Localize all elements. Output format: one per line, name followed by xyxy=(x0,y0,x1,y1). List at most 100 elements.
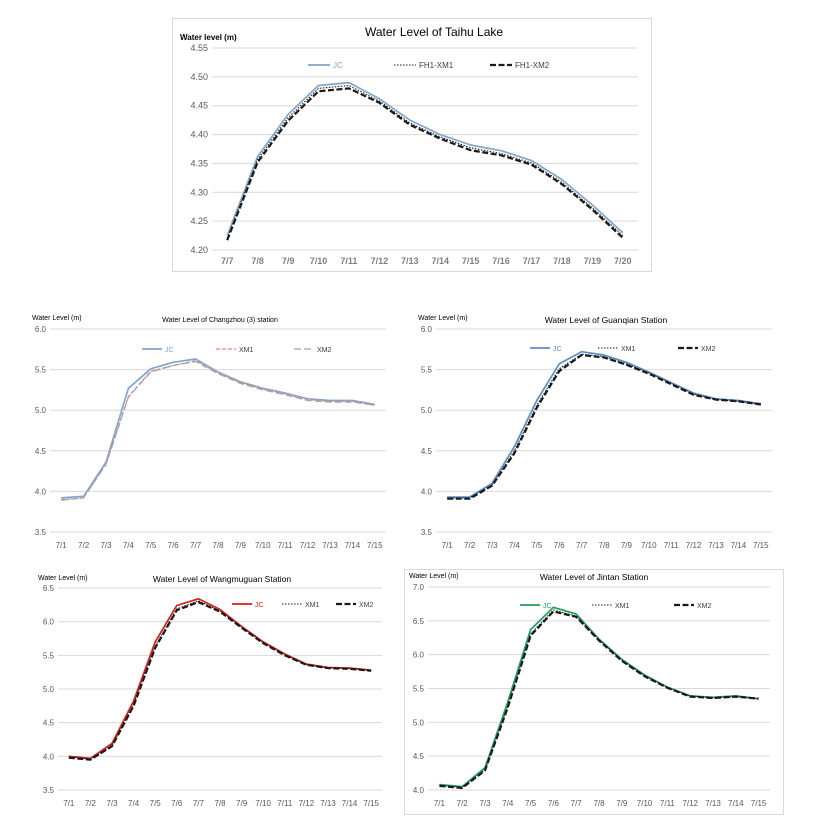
chart-changzhou-station: Water Level of Changzhou (3) station Wat… xyxy=(30,311,402,555)
series-line-jc xyxy=(68,597,372,760)
x-tick-label: 7/5 xyxy=(145,541,157,550)
chart-title: Water Level of Jintan Station xyxy=(540,572,649,582)
x-tick-label: 7/10 xyxy=(641,541,657,550)
legend-label: XM1 xyxy=(305,602,320,609)
chart-svg: Water Level of Wangmuguan Station Water … xyxy=(38,574,382,808)
x-tick-label: 7/4 xyxy=(128,799,140,808)
x-tick-label: 7/8 xyxy=(251,256,264,266)
x-tick-label: 7/15 xyxy=(751,799,767,808)
legend-label: XM2 xyxy=(697,603,712,610)
x-tick-label: 7/9 xyxy=(236,799,248,808)
x-tick-label: 7/7 xyxy=(571,799,583,808)
x-tick-label: 7/1 xyxy=(434,799,446,808)
chart-svg: Water Level of Jintan Station Water Leve… xyxy=(404,569,784,815)
x-tick-label: 7/12 xyxy=(300,541,316,550)
y-tick-label: 4.5 xyxy=(413,752,425,761)
series-line-xm2 xyxy=(68,601,372,761)
legend-label: FH1-XM2 xyxy=(515,61,550,70)
series-line-xm2 xyxy=(439,610,759,790)
chart-frame xyxy=(404,569,784,815)
y-tick-label: 3.5 xyxy=(421,528,433,537)
x-tick-label: 7/10 xyxy=(637,799,653,808)
x-tick-label: 7/15 xyxy=(367,541,383,550)
x-tick-label: 7/20 xyxy=(614,256,632,266)
x-tick-label: 7/13 xyxy=(705,799,721,808)
y-tick-label: 7.0 xyxy=(413,583,425,592)
x-tick-label: 7/2 xyxy=(85,799,97,808)
x-tick-label: 7/3 xyxy=(106,799,118,808)
chart-title: Water Level of Taihu Lake xyxy=(365,25,503,39)
x-tick-label: 7/10 xyxy=(255,799,271,808)
x-tick-label: 7/12 xyxy=(299,799,315,808)
legend-label: XM1 xyxy=(615,603,630,610)
y-tick-label: 4.0 xyxy=(421,487,433,496)
x-tick-label: 7/5 xyxy=(525,799,537,808)
series-line-jc xyxy=(447,350,761,498)
x-tick-label: 7/14 xyxy=(731,541,747,550)
x-tick-label: 7/8 xyxy=(212,541,224,550)
chart-svg: Water Level of Taihu Lake Water level (m… xyxy=(172,18,652,272)
y-tick-label: 4.30 xyxy=(190,187,208,197)
legend: JC XM1 XM2 xyxy=(142,347,332,354)
legend-label: XM1 xyxy=(621,346,636,353)
x-tick-label: 7/6 xyxy=(548,799,560,808)
x-tick-label: 7/4 xyxy=(502,799,514,808)
chart-guanqian-station: Water Level of Guanqian Station Water Le… xyxy=(416,311,786,555)
y-tick-label: 6.0 xyxy=(35,325,47,334)
chart-title: Water Level of Wangmuguan Station xyxy=(153,574,292,584)
y-tick-label: 4.5 xyxy=(35,447,47,456)
legend-label: JC xyxy=(165,347,174,354)
y-tick-label: 5.0 xyxy=(421,406,433,415)
legend-label: XM2 xyxy=(317,347,332,354)
x-tick-label: 7/13 xyxy=(708,541,724,550)
x-tick-label: 7/7 xyxy=(221,256,234,266)
x-tick-label: 7/4 xyxy=(123,541,135,550)
y-tick-label: 3.5 xyxy=(43,786,55,795)
x-tick-label: 7/13 xyxy=(401,256,419,266)
x-tick-label: 7/6 xyxy=(168,541,180,550)
x-tick-label: 7/1 xyxy=(56,541,68,550)
chart-svg: Water Level of Guanqian Station Water Le… xyxy=(418,315,772,550)
x-tick-label: 7/13 xyxy=(320,799,336,808)
chart-title: Water Level of Guanqian Station xyxy=(545,315,668,325)
x-tick-label: 7/3 xyxy=(479,799,491,808)
legend: JC XM1 XM2 xyxy=(520,603,712,610)
legend-label: JC xyxy=(543,603,552,610)
y-tick-label: 6.5 xyxy=(413,617,425,626)
y-tick-label: 4.20 xyxy=(190,245,208,255)
x-tick-label: 7/6 xyxy=(171,799,183,808)
y-tick-label: 4.40 xyxy=(190,130,208,140)
x-tick-label: 7/11 xyxy=(278,541,294,550)
x-tick-label: 7/14 xyxy=(431,256,449,266)
x-tick-label: 7/14 xyxy=(342,799,358,808)
x-tick-label: 7/12 xyxy=(682,799,698,808)
x-tick-label: 7/14 xyxy=(728,799,744,808)
x-tick-label: 7/6 xyxy=(554,541,566,550)
legend-label: JC xyxy=(553,346,562,353)
y-tick-label: 3.5 xyxy=(35,528,47,537)
x-tick-label: 7/3 xyxy=(100,541,112,550)
y-tick-label: 5.5 xyxy=(413,685,425,694)
legend-label: XM2 xyxy=(359,602,374,609)
series-line-xm1 xyxy=(447,353,761,499)
y-tick-label: 4.5 xyxy=(421,447,433,456)
chart-svg: Water Level of Changzhou (3) station Wat… xyxy=(32,315,386,550)
y-tick-label: 4.55 xyxy=(190,43,208,53)
x-tick-label: 7/7 xyxy=(190,541,202,550)
legend: JC XM1 XM2 xyxy=(232,602,374,609)
y-tick-label: 4.50 xyxy=(190,72,208,82)
y-tick-label: 4.45 xyxy=(190,101,208,111)
x-tick-label: 7/5 xyxy=(150,799,162,808)
x-tick-label: 7/2 xyxy=(464,541,476,550)
series-line-xm2 xyxy=(61,360,375,501)
legend-label: FH1-XM1 xyxy=(419,61,454,70)
y-tick-label: 6.5 xyxy=(43,584,55,593)
legend-label: XM1 xyxy=(239,347,254,354)
y-tick-label: 6.0 xyxy=(43,618,55,627)
x-tick-label: 7/7 xyxy=(193,799,205,808)
series-line-xm1 xyxy=(61,360,375,501)
x-tick-label: 7/3 xyxy=(486,541,498,550)
x-tick-label: 7/9 xyxy=(621,541,633,550)
y-tick-label: 5.0 xyxy=(413,718,425,727)
y-tick-label: 4.35 xyxy=(190,158,208,168)
